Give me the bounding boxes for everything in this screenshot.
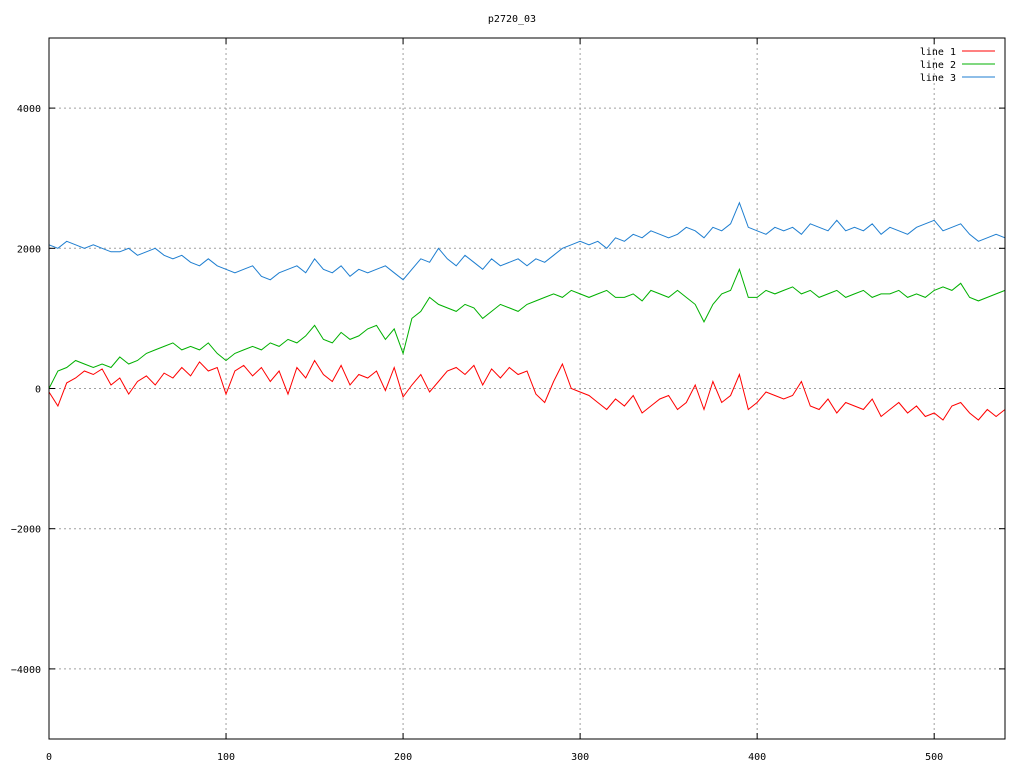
- legend-label-2: line 2: [920, 60, 956, 71]
- series-line-3: [48, 201, 1006, 281]
- y-tick-label: 0: [35, 385, 41, 396]
- grid: [49, 38, 1005, 739]
- x-tick-label: 400: [748, 752, 766, 763]
- legend-label-1: line 1: [920, 47, 956, 58]
- tick-layer: 0 100 200 300 400 500 −4000 −2000 0 2000 4000: [11, 38, 1005, 763]
- series-line-2: [48, 267, 1006, 389]
- chart-title: p2720_03: [488, 14, 536, 25]
- x-tick-label: 0: [46, 752, 52, 763]
- y-tick-label: 4000: [17, 104, 41, 115]
- x-tick-label: 500: [925, 752, 943, 763]
- series-line-1: [48, 359, 1006, 421]
- x-tick-label: 100: [217, 752, 235, 763]
- y-tick-label: −2000: [11, 525, 41, 536]
- series-layer: [48, 201, 1006, 421]
- x-tick-label: 200: [394, 752, 412, 763]
- y-tick-label: −4000: [11, 665, 41, 676]
- legend-label-3: line 3: [920, 73, 956, 84]
- legend: line 1 line 2 line 3: [920, 47, 995, 84]
- y-tick-label: 2000: [17, 244, 41, 255]
- x-tick-label: 300: [571, 752, 589, 763]
